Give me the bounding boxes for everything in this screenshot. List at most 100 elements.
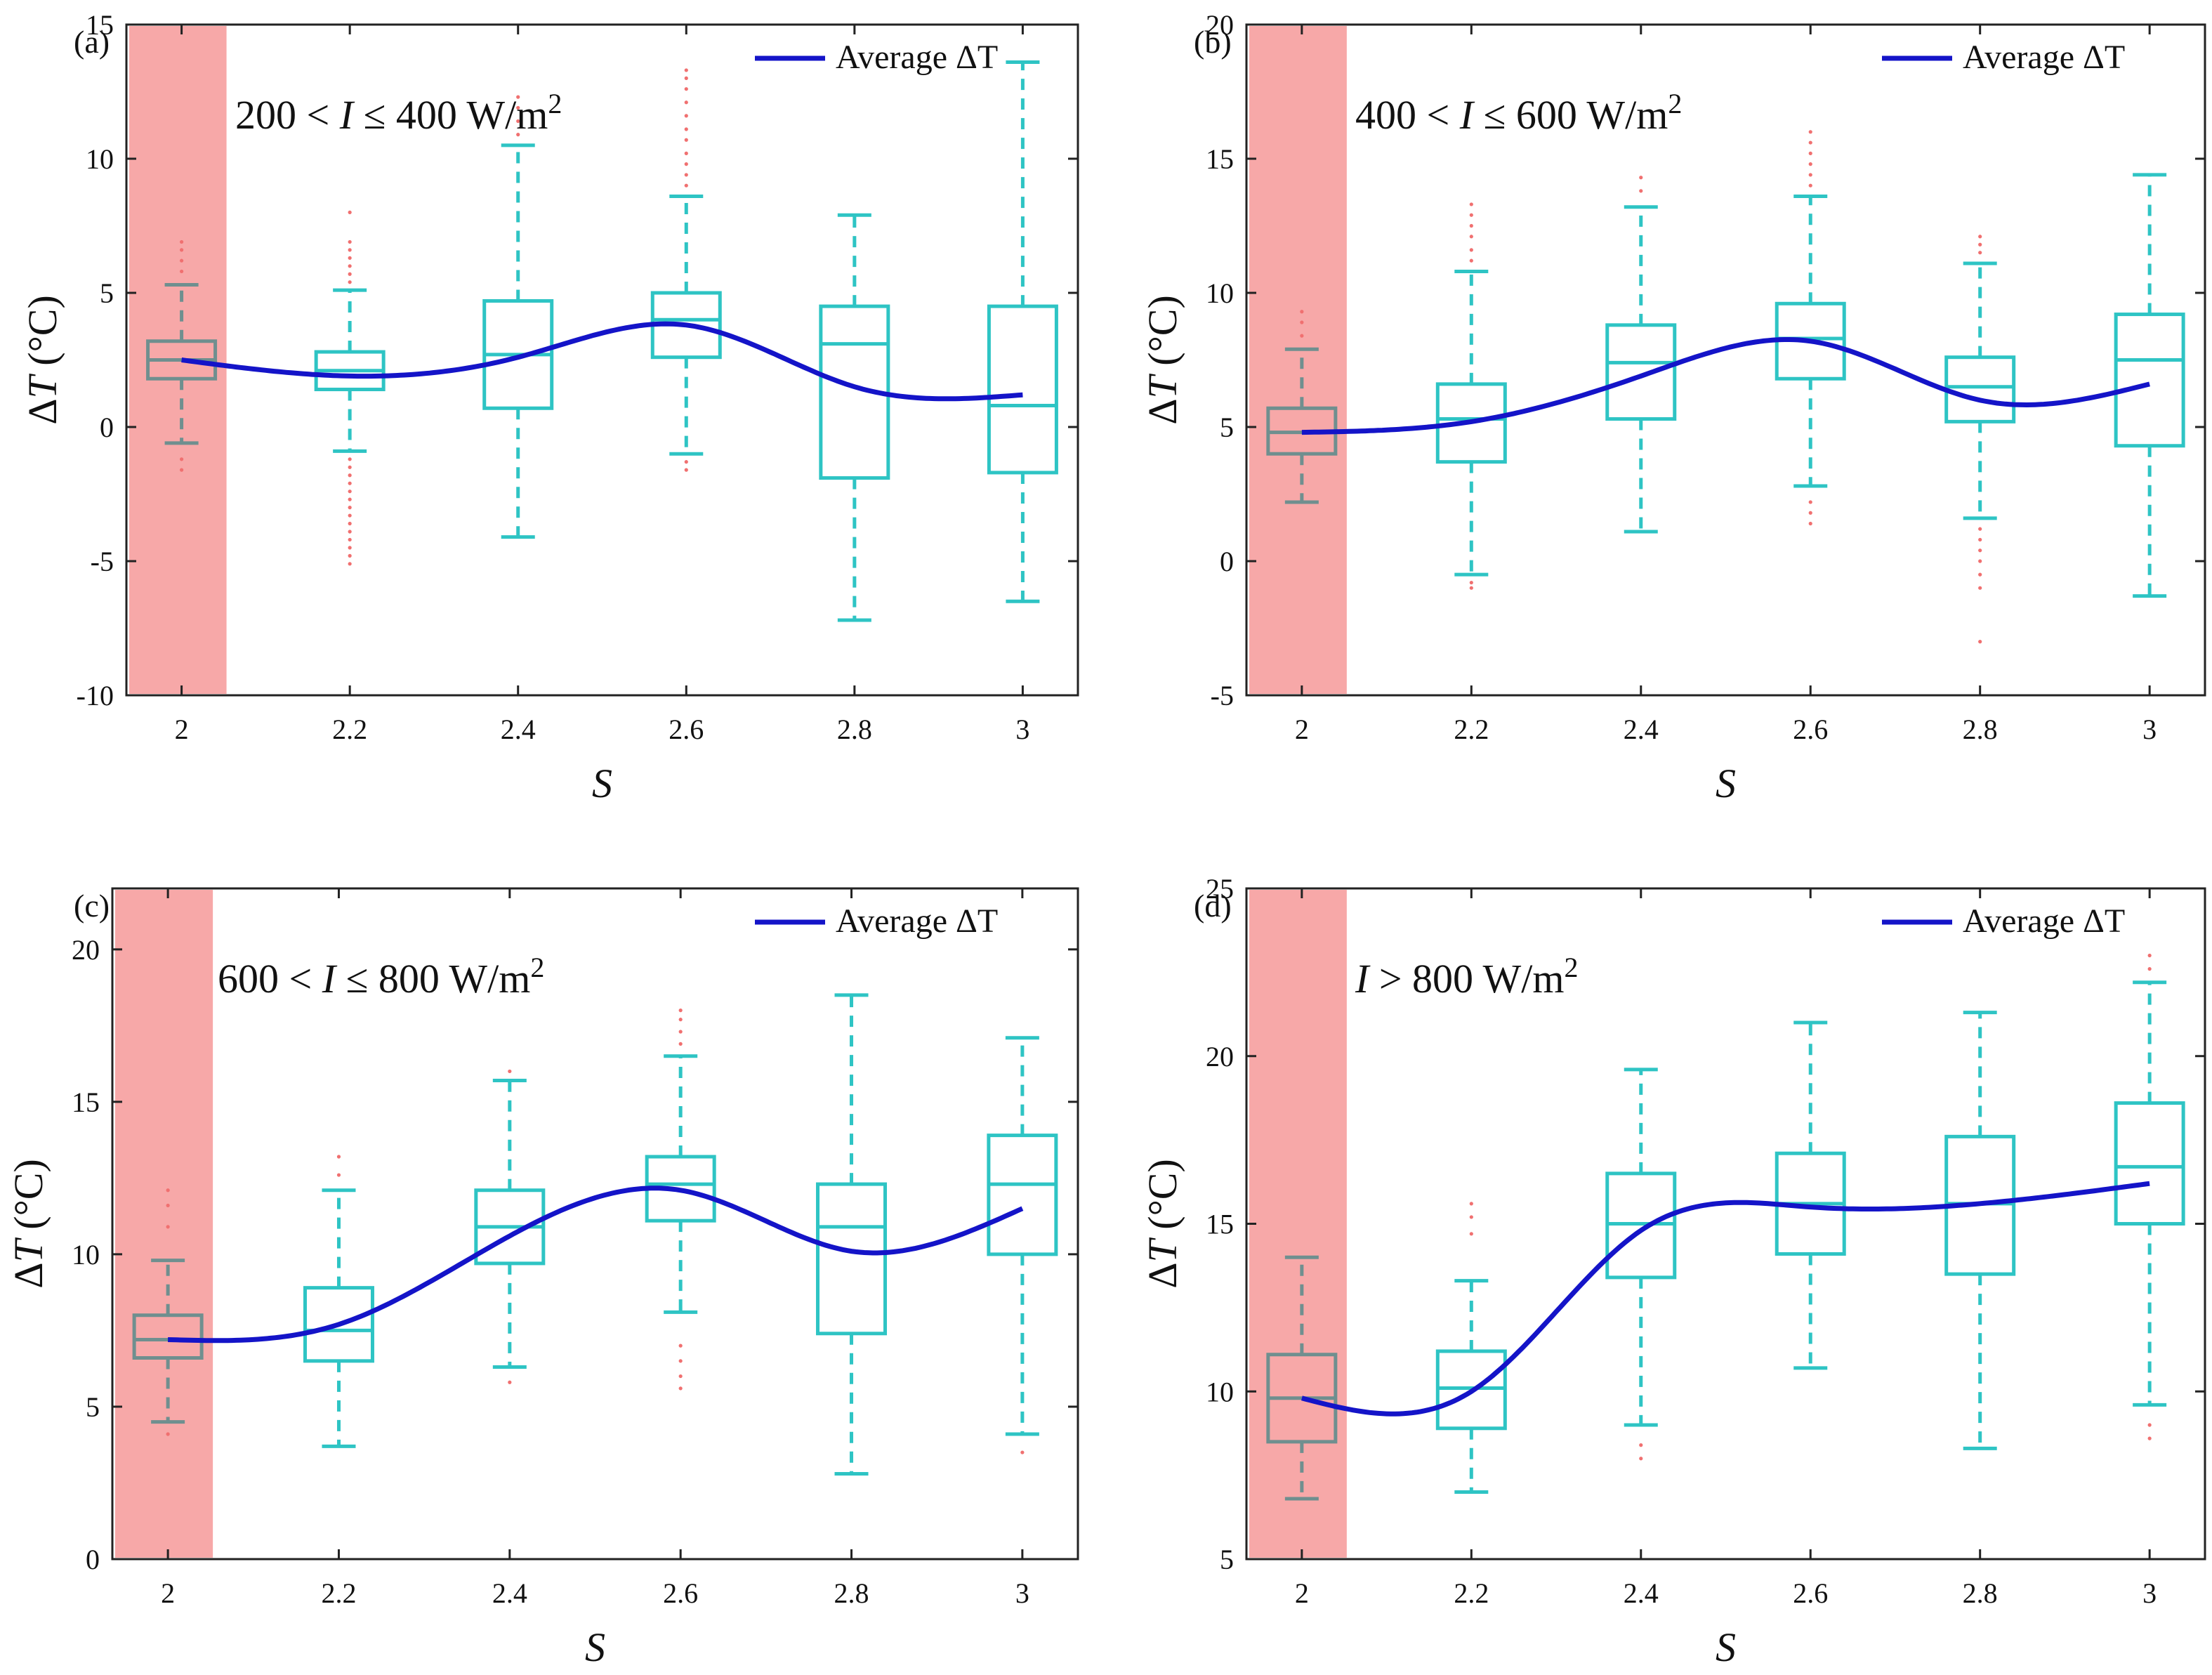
- x-axis-label: S: [592, 761, 612, 806]
- outlier-point: [1978, 572, 1982, 577]
- outlier-point: [179, 457, 184, 461]
- y-axis-label: ΔT (°C): [1140, 1159, 1185, 1289]
- outlier-point: [348, 473, 352, 478]
- y-tick-label: 10: [1206, 1376, 1234, 1407]
- y-tick-label: 10: [86, 143, 114, 175]
- x-tick-label: 2: [1295, 1577, 1309, 1609]
- outlier-point: [684, 114, 688, 118]
- box-body: [987, 304, 1058, 475]
- annotation-suffix: > 800 W/m: [1369, 956, 1564, 1001]
- y-tick-label: 10: [72, 1239, 100, 1270]
- y-label-delta: Δ: [1140, 1262, 1185, 1288]
- annotation-prefix: 200 <: [235, 92, 340, 138]
- outlier-point: [179, 239, 184, 244]
- x-tick-label: 2.2: [1454, 714, 1489, 745]
- y-tick-label: 15: [72, 1086, 100, 1118]
- outlier-point: [1978, 251, 1982, 255]
- x-axis-label: S: [585, 1624, 605, 1670]
- outlier-point: [1469, 1202, 1473, 1206]
- axes-frame: [125, 23, 1079, 697]
- annotation-sup: 2: [530, 952, 544, 983]
- x-axis-label: S: [1716, 761, 1736, 806]
- annotation-var: I: [1459, 92, 1475, 138]
- outlier-point: [1808, 500, 1812, 504]
- annotation-var: I: [1355, 956, 1371, 1001]
- y-tick-label: -5: [1211, 680, 1234, 711]
- box-2.8: [1944, 235, 2016, 644]
- y-label-unit: (°C): [1140, 1159, 1185, 1240]
- y-tick-label: 0: [86, 1544, 100, 1575]
- outlier-point: [166, 1432, 170, 1436]
- x-tick-label: 2.2: [332, 714, 367, 745]
- outlier-point: [348, 553, 352, 558]
- outlier-point: [166, 1188, 170, 1193]
- outlier-point: [348, 521, 352, 526]
- outlier-point: [508, 1069, 512, 1074]
- outlier-point: [678, 1359, 683, 1363]
- outlier-point: [1020, 1450, 1025, 1454]
- box-2.6: [645, 1009, 716, 1391]
- outlier-point: [348, 465, 352, 469]
- box-2.4: [482, 95, 554, 539]
- annotation-var: I: [339, 92, 355, 138]
- highlight-band: [1249, 890, 1347, 1558]
- y-tick-label: 15: [1206, 143, 1234, 175]
- outlier-point: [1808, 511, 1812, 515]
- outlier-point: [336, 1173, 341, 1177]
- legend-label: Average ΔT: [1963, 902, 2125, 940]
- chart-panel-3: 5 10 15 20 25 2 2.2 2.4 2.6 2.8 3 S ΔT (°C) (d) Averag…: [1140, 873, 2206, 1670]
- box-3: [987, 60, 1058, 603]
- box-2.2: [303, 1155, 374, 1448]
- y-label-delta: Δ: [6, 1262, 51, 1288]
- outlier-point: [1300, 310, 1304, 314]
- outlier-point: [678, 1030, 683, 1034]
- x-tick-label: 2.4: [1624, 1577, 1659, 1609]
- outlier-point: [1808, 173, 1812, 177]
- outlier-point: [678, 1009, 683, 1013]
- outlier-point: [179, 269, 184, 274]
- outlier-point: [1808, 140, 1812, 145]
- outlier-point: [1808, 151, 1812, 155]
- outlier-point: [1469, 586, 1473, 590]
- x-tick-label: 3: [2142, 714, 2157, 745]
- outlier-point: [1808, 130, 1812, 134]
- x-tick-label: 2.4: [492, 1577, 527, 1609]
- x-tick-label: 3: [1015, 714, 1029, 745]
- x-axis-label: S: [1716, 1624, 1736, 1670]
- outlier-point: [1469, 258, 1473, 263]
- chart-panel-0: -10 -5 0 5 10 15 2 2.2 2.4 2.6 2.8 3 S ΔT (°C) (a) Aver…: [20, 9, 1079, 806]
- annotation-sup: 2: [548, 88, 562, 119]
- average-line: [181, 321, 1023, 402]
- outlier-point: [1978, 586, 1982, 590]
- panel-label: (b): [1194, 24, 1232, 60]
- outlier-point: [348, 264, 352, 268]
- box-2.8: [819, 213, 890, 622]
- y-tick-label: -10: [77, 680, 114, 711]
- y-tick-label: 5: [100, 277, 114, 309]
- outlier-point: [166, 1203, 170, 1208]
- chart-panel-1: -5 0 5 10 15 20 2 2.2 2.4 2.6 2.8 3 S ΔT (°C) (b) Avera…: [1140, 9, 2206, 806]
- highlight-band: [115, 890, 213, 1558]
- outlier-point: [684, 100, 688, 105]
- outlier-point: [2147, 953, 2152, 958]
- annotation-prefix: 600 <: [218, 956, 322, 1001]
- outlier-point: [179, 258, 184, 263]
- x-tick-label: 2.6: [1793, 1577, 1828, 1609]
- box-3: [2114, 953, 2185, 1440]
- annotation-suffix: ≤ 600 W/m: [1473, 92, 1668, 138]
- outlier-point: [684, 127, 688, 131]
- box-body: [1944, 355, 2016, 423]
- x-tick-label: 2.4: [1624, 714, 1659, 745]
- outlier-point: [348, 537, 352, 542]
- x-tick-label: 2.6: [669, 714, 704, 745]
- y-tick-label: 25: [1206, 873, 1234, 905]
- outlier-point: [1639, 176, 1643, 180]
- annotation-suffix: ≤ 800 W/m: [336, 956, 530, 1001]
- x-tick-label: 3: [1015, 1577, 1029, 1609]
- y-tick-label: 0: [1220, 546, 1234, 577]
- average-line: [1301, 337, 2150, 435]
- x-tick-label: 2.8: [1963, 714, 1998, 745]
- outlier-point: [684, 460, 688, 464]
- outlier-point: [1978, 537, 1982, 542]
- y-tick-label: -5: [91, 546, 114, 577]
